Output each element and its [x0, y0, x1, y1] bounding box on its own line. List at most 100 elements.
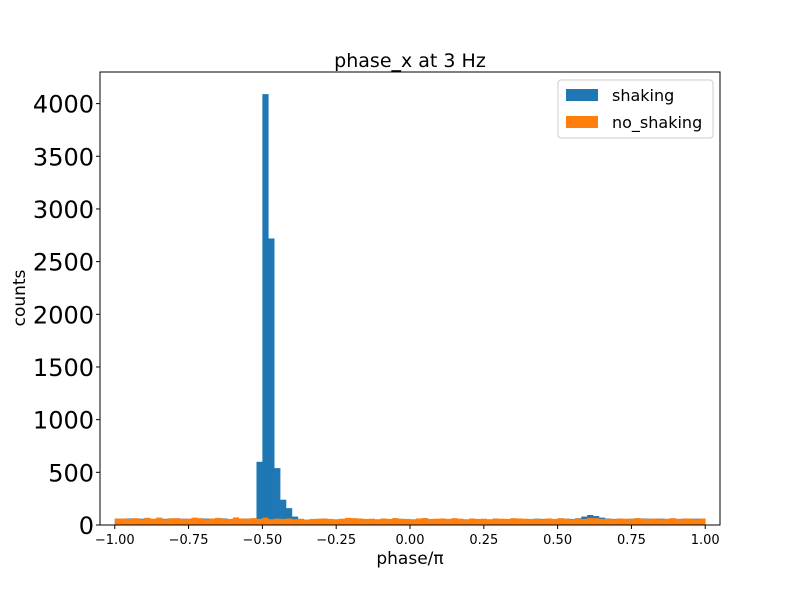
bar-no-shaking-46: [386, 518, 393, 525]
y-tick-label: 2500: [33, 249, 94, 277]
bar-no-shaking-93: [663, 518, 671, 525]
bar-no-shaking-51: [415, 518, 423, 525]
bar-no-shaking-3: [132, 518, 139, 525]
x-tick-label: 0.50: [543, 533, 572, 548]
bar-no-shaking-92: [658, 519, 665, 525]
y-tick-label: 500: [48, 459, 94, 487]
chart-title: phase_x at 3 Hz: [334, 50, 486, 72]
bar-no-shaking-72: [539, 519, 547, 525]
legend: shaking no_shaking: [557, 79, 714, 139]
x-tick-label: 0.25: [469, 533, 498, 548]
bar-no-shaking-41: [356, 518, 364, 525]
x-tick-label: 0.75: [617, 533, 646, 548]
bar-no-shaking-25: [262, 517, 269, 525]
bar-no-shaking-14: [197, 518, 204, 525]
legend-swatch-shaking: [566, 89, 598, 101]
bar-no-shaking-44: [374, 519, 381, 525]
bar-no-shaking-12: [185, 518, 192, 525]
bar-no-shaking-69: [522, 518, 529, 525]
x-axis-label: phase/π: [376, 549, 443, 569]
bar-no-shaking-30: [291, 519, 299, 525]
bar-no-shaking-64: [492, 518, 499, 525]
x-tick-label: 1.00: [691, 533, 720, 548]
bar-no-shaking-77: [569, 519, 576, 525]
bar-no-shaking-84: [610, 519, 617, 525]
bar-no-shaking-48: [398, 518, 405, 525]
x-tick-label: −0.25: [316, 533, 356, 548]
bar-no-shaking-70: [528, 518, 535, 525]
bar-no-shaking-79: [581, 518, 588, 525]
bar-no-shaking-19: [226, 518, 234, 525]
legend-swatch-no-shaking: [566, 116, 598, 128]
bar-no-shaking-96: [681, 518, 688, 525]
bar-no-shaking-16: [209, 518, 216, 525]
bar-no-shaking-43: [368, 518, 375, 525]
bar-no-shaking-59: [463, 519, 470, 525]
bar-no-shaking-27: [274, 518, 281, 525]
bar-no-shaking-76: [563, 518, 570, 525]
bar-no-shaking-61: [474, 518, 482, 525]
bar-no-shaking-99: [699, 518, 706, 525]
x-tick-label: −1.00: [95, 533, 135, 548]
bar-no-shaking-82: [598, 518, 606, 525]
x-tick-label: 0.00: [396, 533, 425, 548]
bar-no-shaking-37: [333, 519, 340, 525]
bar-no-shaking-6: [150, 518, 157, 525]
bar-no-shaking-53: [427, 518, 434, 525]
bar-no-shaking-26: [268, 519, 275, 525]
bar-no-shaking-29: [286, 518, 293, 525]
y-tick-label: 4000: [33, 91, 94, 119]
bar-no-shaking-73: [545, 518, 553, 525]
bar-no-shaking-60: [469, 518, 476, 525]
bar-no-shaking-98: [693, 519, 700, 525]
bar-no-shaking-40: [350, 518, 358, 525]
bar-no-shaking-50: [410, 519, 417, 525]
bar-no-shaking-97: [687, 518, 694, 525]
bar-no-shaking-91: [652, 518, 659, 525]
bar-no-shaking-13: [191, 517, 198, 525]
bar-no-shaking-85: [616, 518, 623, 525]
x-axis: −1.00 −0.75 −0.50 −0.25 0.00 0.25 0.50 0.75 1.00: [95, 525, 720, 548]
bar-no-shaking-57: [451, 518, 458, 525]
bar-no-shaking-33: [309, 518, 316, 525]
bar-no-shaking-38: [339, 518, 346, 525]
bar-no-shaking-36: [327, 518, 334, 525]
bar-no-shaking-39: [345, 517, 352, 525]
bar-no-shaking-35: [321, 518, 328, 525]
bar-no-shaking-83: [604, 518, 612, 525]
bar-no-shaking-62: [480, 518, 488, 525]
bar-no-shaking-65: [498, 518, 505, 525]
y-tick-label: 0: [79, 512, 94, 540]
bar-no-shaking-56: [445, 518, 452, 525]
bar-no-shaking-87: [628, 518, 635, 525]
bar-no-shaking-28: [280, 518, 287, 525]
bar-no-shaking-75: [557, 518, 564, 525]
bar-shaking-27: [274, 468, 281, 525]
bar-no-shaking-55: [439, 518, 446, 525]
bar-no-shaking-74: [551, 518, 558, 525]
bar-no-shaking-78: [575, 518, 582, 525]
bar-no-shaking-20: [232, 517, 240, 525]
y-axis-label: counts: [10, 269, 30, 326]
bar-no-shaking-22: [244, 518, 251, 525]
bar-no-shaking-17: [215, 517, 222, 525]
bar-no-shaking-34: [315, 518, 322, 525]
bar-no-shaking-47: [392, 518, 399, 525]
series-no-shaking-bars: [114, 517, 706, 525]
bar-shaking-29: [286, 508, 293, 525]
bar-no-shaking-42: [362, 518, 369, 525]
bar-no-shaking-9: [167, 518, 175, 525]
bar-no-shaking-31: [297, 518, 305, 525]
bar-no-shaking-15: [203, 519, 210, 525]
bar-no-shaking-11: [179, 518, 186, 525]
bar-no-shaking-67: [510, 518, 517, 525]
bar-shaking-28: [280, 499, 287, 525]
bar-no-shaking-7: [156, 517, 163, 525]
bar-no-shaking-8: [162, 519, 169, 525]
bar-no-shaking-4: [138, 519, 145, 525]
bar-no-shaking-54: [433, 518, 440, 525]
bar-no-shaking-5: [144, 517, 151, 525]
bar-no-shaking-94: [669, 518, 677, 525]
bar-no-shaking-95: [675, 518, 682, 525]
